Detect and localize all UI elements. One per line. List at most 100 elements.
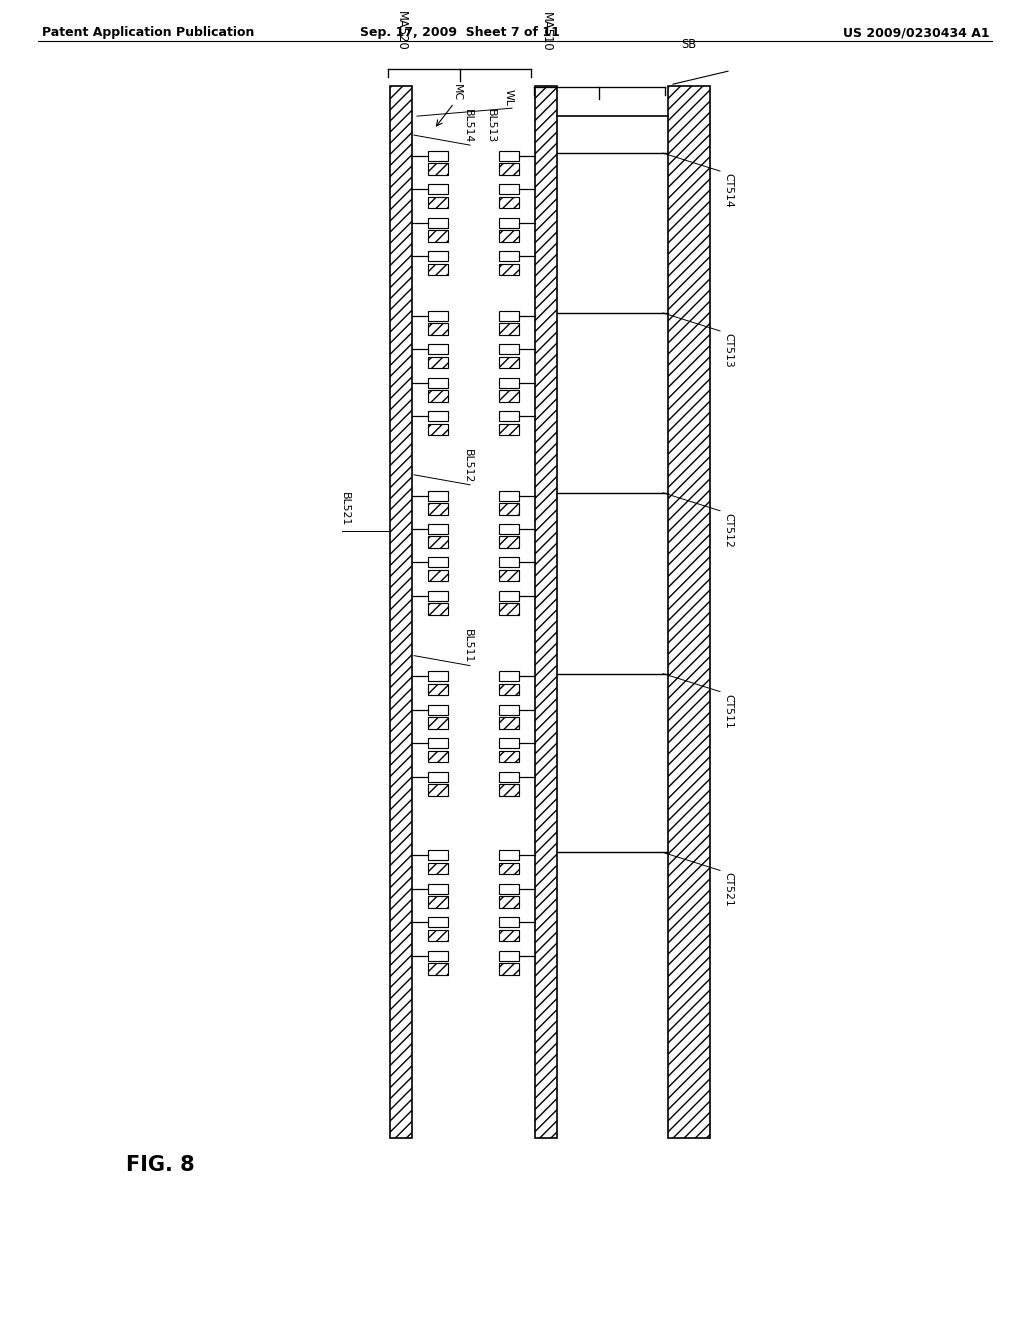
Bar <box>499 591 519 601</box>
Text: Sep. 17, 2009  Sheet 7 of 11: Sep. 17, 2009 Sheet 7 of 11 <box>360 26 560 40</box>
Text: CT514: CT514 <box>723 173 733 207</box>
Bar <box>499 378 519 388</box>
Text: FIG. 8: FIG. 8 <box>126 1155 195 1175</box>
Text: CT512: CT512 <box>723 512 733 548</box>
Bar <box>499 883 519 894</box>
Bar <box>428 424 449 436</box>
Bar <box>499 784 519 796</box>
Bar <box>428 570 449 581</box>
Bar <box>499 950 519 961</box>
Bar <box>499 738 519 748</box>
Text: BL512: BL512 <box>463 449 473 483</box>
Bar <box>428 591 449 601</box>
Bar <box>499 310 519 321</box>
Text: CT513: CT513 <box>723 333 733 368</box>
Bar <box>428 705 449 715</box>
Text: WL: WL <box>504 90 514 106</box>
Bar <box>428 356 449 368</box>
Bar <box>428 218 449 228</box>
Bar <box>499 964 519 974</box>
Bar <box>428 672 449 681</box>
Bar <box>499 929 519 941</box>
Bar <box>499 356 519 368</box>
Bar <box>499 323 519 335</box>
Bar <box>428 310 449 321</box>
Bar <box>428 323 449 335</box>
Bar <box>499 570 519 581</box>
Bar <box>428 378 449 388</box>
Bar <box>499 717 519 729</box>
Bar <box>499 424 519 436</box>
Bar <box>499 603 519 615</box>
Bar <box>428 185 449 194</box>
Text: SB: SB <box>681 38 696 51</box>
Bar <box>428 503 449 515</box>
Bar <box>499 772 519 781</box>
Bar <box>499 218 519 228</box>
Bar <box>499 863 519 874</box>
Bar <box>499 391 519 401</box>
Bar <box>499 150 519 161</box>
Text: MA520: MA520 <box>394 12 408 51</box>
Bar <box>499 850 519 861</box>
Text: US 2009/0230434 A1: US 2009/0230434 A1 <box>844 26 990 40</box>
Bar <box>428 197 449 209</box>
Bar <box>499 917 519 927</box>
Bar <box>428 230 449 242</box>
Bar <box>428 411 449 421</box>
Bar <box>499 491 519 500</box>
Text: CT511: CT511 <box>723 693 733 729</box>
Bar <box>499 503 519 515</box>
Bar <box>668 86 710 1138</box>
Bar <box>428 345 449 354</box>
Bar <box>499 230 519 242</box>
Text: BL511: BL511 <box>463 630 473 664</box>
Bar <box>428 684 449 696</box>
Bar <box>428 784 449 796</box>
Bar <box>499 197 519 209</box>
Bar <box>499 705 519 715</box>
Bar <box>499 672 519 681</box>
Text: BL521: BL521 <box>340 491 350 525</box>
Bar <box>428 738 449 748</box>
Bar <box>428 536 449 548</box>
Bar <box>499 345 519 354</box>
Bar <box>428 391 449 401</box>
Bar <box>499 185 519 194</box>
Bar <box>499 264 519 276</box>
Text: CT521: CT521 <box>723 873 733 907</box>
Bar <box>535 86 557 1138</box>
Bar <box>428 917 449 927</box>
Bar <box>428 557 449 568</box>
Bar <box>428 883 449 894</box>
Text: BL513: BL513 <box>486 108 496 143</box>
Bar <box>428 491 449 500</box>
Bar <box>499 524 519 535</box>
Bar <box>428 524 449 535</box>
Bar <box>428 717 449 729</box>
Bar <box>428 896 449 908</box>
Bar <box>390 86 412 1138</box>
Text: Patent Application Publication: Patent Application Publication <box>42 26 254 40</box>
Bar <box>428 150 449 161</box>
Text: MC: MC <box>452 84 462 102</box>
Bar <box>428 264 449 276</box>
Bar <box>428 751 449 762</box>
Bar <box>428 929 449 941</box>
Bar <box>499 557 519 568</box>
Bar <box>428 850 449 861</box>
Bar <box>499 536 519 548</box>
Bar <box>428 603 449 615</box>
Bar <box>428 950 449 961</box>
Bar <box>499 684 519 696</box>
Bar <box>428 164 449 174</box>
Bar <box>428 863 449 874</box>
Bar <box>499 896 519 908</box>
Bar <box>428 251 449 261</box>
Bar <box>428 772 449 781</box>
Bar <box>499 251 519 261</box>
Bar <box>499 164 519 174</box>
Bar <box>499 411 519 421</box>
Bar <box>428 964 449 974</box>
Bar <box>499 751 519 762</box>
